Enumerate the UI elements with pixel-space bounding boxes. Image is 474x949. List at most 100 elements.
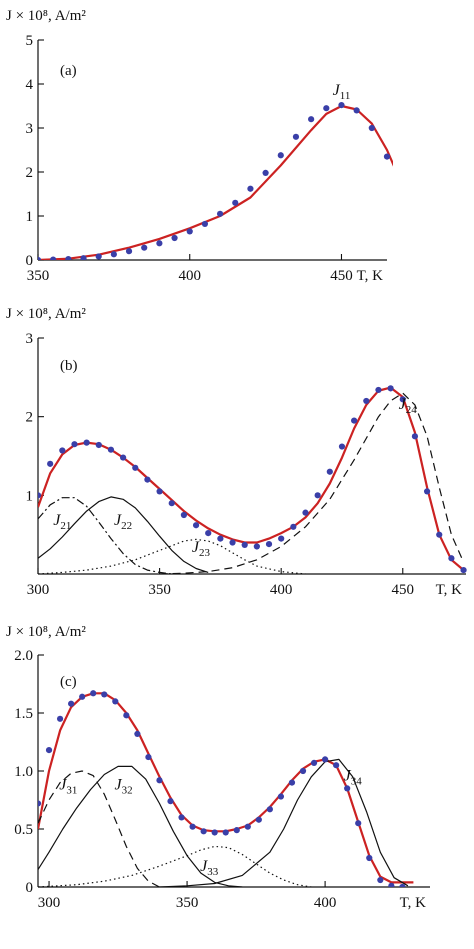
peak-label: J31 xyxy=(59,777,77,797)
data-point xyxy=(277,793,285,800)
data-point xyxy=(302,509,309,516)
series-line-solid xyxy=(38,496,209,573)
data-point xyxy=(233,827,240,834)
data-point xyxy=(399,396,406,403)
data-point xyxy=(308,116,315,123)
peak-label: J11 xyxy=(333,82,351,102)
data-point xyxy=(310,759,318,766)
data-point xyxy=(90,690,97,697)
x-tick-label: 350 xyxy=(27,268,50,284)
data-point xyxy=(56,715,64,722)
series-dots xyxy=(38,690,406,887)
data-point xyxy=(71,441,78,448)
data-point xyxy=(205,529,212,537)
data-point xyxy=(399,883,406,887)
data-point xyxy=(323,105,330,112)
panel-label: (a) xyxy=(60,63,77,79)
x-tick-label: 300 xyxy=(27,582,50,598)
y-tick-label: 0.5 xyxy=(14,822,33,838)
y-tick-label: 1.5 xyxy=(14,706,33,722)
peak-label: J22 xyxy=(114,512,132,532)
data-point xyxy=(411,433,419,440)
data-point xyxy=(45,747,53,754)
data-point xyxy=(278,535,285,542)
data-point xyxy=(366,854,373,862)
y-axis-label: J × 10⁸, A/m² xyxy=(6,8,86,24)
data-point xyxy=(241,541,248,548)
data-point xyxy=(79,693,86,700)
x-tick-label: 400 xyxy=(270,582,293,598)
x-tick-label: 400 xyxy=(178,268,201,284)
x-tick-label: 350 xyxy=(176,895,199,911)
data-point xyxy=(244,823,251,830)
data-point xyxy=(222,829,229,836)
data-point xyxy=(448,555,455,562)
data-point xyxy=(38,256,42,260)
data-point xyxy=(125,248,133,255)
y-tick-label: 3 xyxy=(26,331,34,347)
data-point xyxy=(189,823,196,830)
data-point xyxy=(144,476,151,483)
data-point xyxy=(277,152,284,159)
data-point xyxy=(388,882,395,887)
y-axis-label: J × 10⁸, A/m² xyxy=(6,306,86,322)
peak-label: J24 xyxy=(399,396,418,416)
y-tick-label: 0 xyxy=(26,253,34,269)
data-point xyxy=(375,386,382,394)
data-point xyxy=(368,124,375,132)
series-line-dashdot xyxy=(38,497,172,574)
data-point xyxy=(141,244,148,251)
data-point xyxy=(292,133,300,140)
y-tick-label: 2.0 xyxy=(14,648,33,664)
data-point xyxy=(288,779,296,786)
data-point xyxy=(107,446,115,453)
data-point xyxy=(156,488,163,495)
data-point xyxy=(333,762,340,769)
x-tick-label: 300 xyxy=(38,895,61,911)
series-line-dashed xyxy=(38,770,160,887)
data-point xyxy=(321,756,329,763)
data-point xyxy=(314,492,321,499)
data-point xyxy=(134,730,141,737)
data-point xyxy=(123,712,130,719)
data-point xyxy=(353,107,360,114)
data-point xyxy=(262,169,269,176)
data-point xyxy=(112,698,119,705)
data-point xyxy=(38,492,42,499)
data-point xyxy=(110,251,117,258)
peak-label: J33 xyxy=(200,858,219,878)
data-point xyxy=(423,488,431,495)
data-point xyxy=(290,523,297,530)
data-point xyxy=(156,240,163,247)
data-point xyxy=(186,228,193,235)
data-point xyxy=(178,814,185,821)
data-point xyxy=(344,785,351,792)
data-point xyxy=(326,468,333,475)
data-point xyxy=(216,210,224,217)
data-point xyxy=(266,806,273,813)
series-line-solid xyxy=(159,758,409,887)
data-point xyxy=(429,242,435,248)
y-tick-label: 5 xyxy=(26,33,34,49)
data-point xyxy=(232,199,239,206)
data-point xyxy=(445,252,451,258)
panel-label: (c) xyxy=(60,674,77,690)
chart-panel-1: 0 1 2 3 4 5 350 400 450 J × 10⁸, A/m² T, K (a) J11 xyxy=(6,8,466,284)
data-point xyxy=(50,256,57,260)
x-axis-label: T, K xyxy=(436,582,463,598)
x-axis-label: T, K xyxy=(357,268,384,284)
y-tick-label: 2 xyxy=(26,410,34,426)
series-line-solid xyxy=(38,765,243,887)
data-point xyxy=(200,828,207,835)
data-point xyxy=(351,417,358,424)
data-point xyxy=(171,234,178,242)
data-point xyxy=(120,454,127,461)
data-point xyxy=(377,876,384,884)
data-point xyxy=(460,255,466,261)
data-point xyxy=(47,460,54,467)
data-point xyxy=(363,397,370,405)
data-point xyxy=(383,153,391,160)
data-point xyxy=(338,443,346,450)
series-line-solid xyxy=(38,104,393,260)
